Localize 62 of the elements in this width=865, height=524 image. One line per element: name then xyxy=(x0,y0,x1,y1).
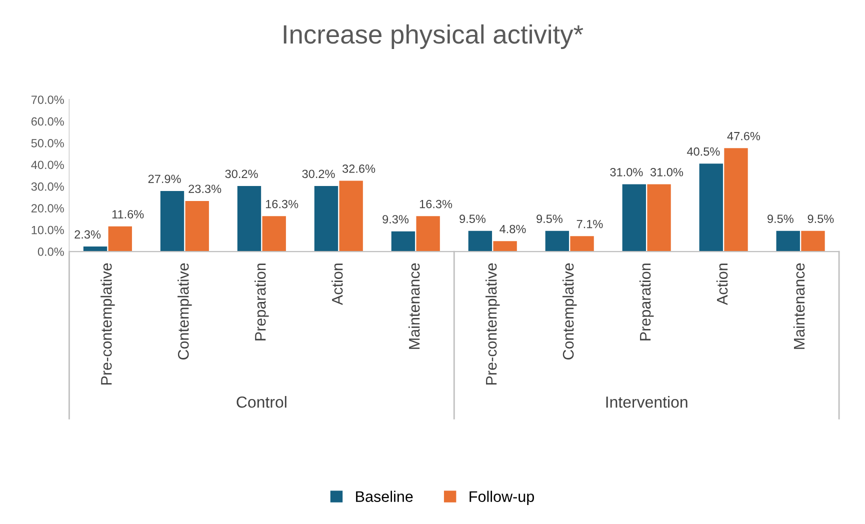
data-label: 9.5% xyxy=(808,214,834,224)
y-tick-label: 40.0% xyxy=(31,160,64,170)
x-tick-label: Action xyxy=(332,264,343,306)
y-tick-label: 0.0% xyxy=(38,248,64,256)
bar xyxy=(647,184,671,252)
chart-title: Increase physical activity* xyxy=(284,24,584,49)
bar xyxy=(339,180,363,252)
data-label: 2.3% xyxy=(74,230,101,239)
bar xyxy=(314,186,338,252)
data-label: 27.9% xyxy=(148,174,181,184)
y-tick-label: 70.0% xyxy=(31,96,64,104)
bar xyxy=(391,231,416,252)
bar xyxy=(724,148,748,252)
x-tick-label: Action xyxy=(716,264,728,306)
bar xyxy=(699,164,723,252)
data-label: 40.5% xyxy=(686,147,720,156)
data-label: 31.0% xyxy=(610,168,643,176)
y-tick-label: 20.0% xyxy=(31,204,64,212)
data-label: 9.5% xyxy=(536,214,563,224)
legend-label: Follow-up xyxy=(470,490,534,506)
data-label: 30.2% xyxy=(225,170,258,178)
bar xyxy=(545,230,570,252)
data-label: 9.5% xyxy=(460,214,486,224)
data-label: 9.3% xyxy=(382,215,409,224)
x-tick-label: Preparation xyxy=(639,264,654,340)
bar xyxy=(237,186,262,252)
data-label: 32.6% xyxy=(342,164,376,173)
y-tick-label: 60.0% xyxy=(31,117,64,126)
bar xyxy=(416,216,440,252)
x-tick-label: Maintenance xyxy=(408,263,420,349)
data-label: 4.8% xyxy=(500,224,526,234)
data-label: 23.3% xyxy=(188,184,222,194)
y-tick-label: 10.0% xyxy=(32,226,64,234)
data-label: 7.1% xyxy=(576,220,603,228)
text: Control xyxy=(236,396,286,408)
data-label: 30.2% xyxy=(302,170,335,178)
data-label: 47.6% xyxy=(727,132,760,140)
legend-label: Baseline xyxy=(356,490,413,502)
data-label: 9.5% xyxy=(768,214,794,224)
x-tick-label: Contemplative xyxy=(178,263,192,360)
data-label: 31.0% xyxy=(650,168,684,176)
bar xyxy=(468,230,492,252)
text: Intervention xyxy=(606,396,688,408)
bar xyxy=(801,230,825,252)
x-tick-label: Pre-contemplative xyxy=(100,263,115,384)
x-tick-label: Preparation xyxy=(254,264,269,340)
data-label: 16.3% xyxy=(420,200,452,208)
bar xyxy=(622,184,646,252)
bar xyxy=(570,236,594,252)
bar xyxy=(160,190,184,252)
x-tick-label: Maintenance xyxy=(793,263,805,349)
data-label: 16.3% xyxy=(266,200,298,208)
x-tick-label: Contemplative xyxy=(562,263,577,360)
data-label: 11.6% xyxy=(112,210,144,218)
bar xyxy=(493,241,517,252)
x-tick-label: Pre-contemplative xyxy=(485,263,500,384)
bar xyxy=(262,216,286,252)
bar xyxy=(108,226,132,252)
y-tick-label: 50.0% xyxy=(31,139,64,148)
bar xyxy=(185,200,209,252)
y-tick-label: 30.0% xyxy=(31,182,64,191)
bar xyxy=(776,230,800,252)
